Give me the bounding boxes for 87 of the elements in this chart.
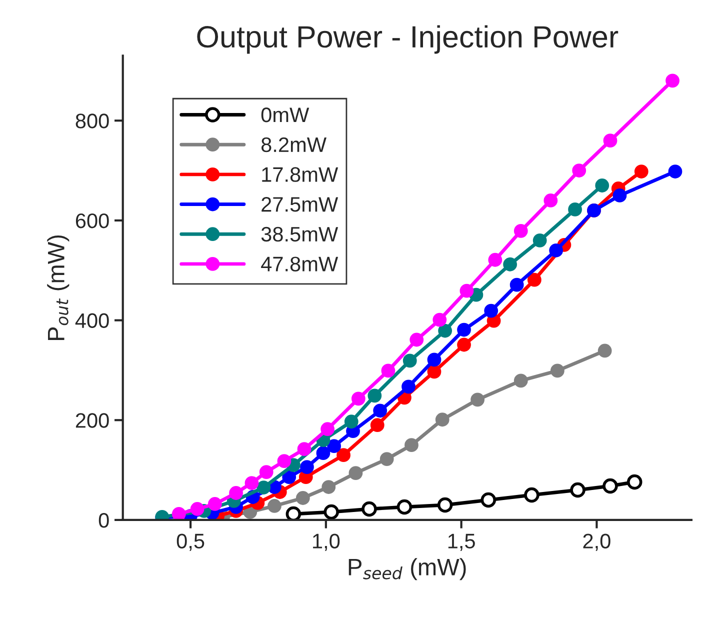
chart-title: Output Power - Injection Power: [197, 25, 618, 54]
legend-label: 17.8mW: [262, 167, 338, 182]
point: [268, 499, 282, 513]
point: [532, 233, 547, 248]
point: [190, 502, 204, 516]
point: [612, 188, 627, 202]
point: [208, 497, 222, 511]
point: [460, 284, 474, 298]
point: [488, 252, 502, 267]
y-tick-label: 0: [98, 512, 109, 528]
point: [380, 452, 394, 466]
point: [544, 194, 558, 208]
point: [527, 272, 542, 287]
point: [598, 344, 612, 358]
point: [626, 474, 642, 490]
point: [172, 507, 186, 520]
point: [402, 354, 417, 368]
point: [634, 164, 648, 178]
point: [572, 164, 586, 178]
point: [404, 438, 418, 452]
point: [300, 460, 314, 474]
point: [244, 476, 259, 490]
point: [484, 304, 498, 318]
point: [427, 364, 442, 379]
point: [297, 442, 312, 456]
point: [438, 324, 452, 338]
y-axis-title: P$_{out}$ (mW): [47, 235, 70, 340]
y-tick-label: 400: [75, 313, 109, 328]
point: [437, 497, 453, 513]
point: [316, 446, 330, 460]
x-tick-label: 1,5: [448, 534, 475, 551]
point: [435, 412, 450, 427]
point: [524, 487, 540, 503]
point: [550, 364, 564, 378]
point: [470, 392, 485, 407]
point: [348, 466, 363, 480]
point: [568, 202, 582, 216]
legend-label: 0mW: [261, 108, 310, 122]
point: [381, 364, 396, 378]
point: [595, 178, 610, 192]
point: [457, 322, 471, 337]
point: [396, 499, 412, 515]
point: [286, 506, 302, 520]
point: [666, 74, 680, 88]
point: [351, 392, 366, 406]
point: [320, 422, 334, 436]
point: [427, 352, 442, 367]
point: [570, 482, 586, 498]
x-axis-title: P$_{seed}$ (mW): [348, 558, 466, 580]
y-tick-label: 800: [76, 114, 109, 128]
x-tick-label: 2,0: [583, 534, 610, 551]
legend-label: 27.5mW: [262, 197, 338, 212]
point: [370, 418, 384, 432]
point: [514, 224, 528, 238]
point: [336, 448, 350, 462]
point: [373, 404, 388, 418]
legend-label: 38.5mW: [261, 226, 338, 242]
point: [277, 454, 292, 468]
legend-label: 47.8mW: [261, 256, 338, 272]
point: [503, 257, 517, 272]
point: [432, 312, 447, 327]
point: [362, 501, 377, 517]
point: [256, 480, 271, 494]
y-tick-label: 200: [76, 413, 109, 428]
point: [344, 414, 358, 429]
point: [603, 134, 618, 148]
legend-label: 8.2mW: [261, 137, 326, 152]
point: [457, 338, 471, 352]
point: [259, 465, 274, 479]
point: [327, 439, 341, 454]
y-tick-label: 600: [76, 213, 109, 228]
x-tick-label: 0,5: [176, 534, 204, 551]
point: [510, 278, 524, 292]
point: [668, 164, 682, 178]
point: [296, 491, 310, 505]
point: [229, 486, 243, 500]
point: [514, 374, 528, 388]
point: [480, 492, 496, 508]
point: [410, 332, 424, 347]
point: [282, 470, 296, 484]
point: [324, 504, 339, 520]
point: [402, 380, 416, 394]
x-tick-label: 1,0: [313, 534, 340, 551]
point: [322, 480, 336, 494]
point: [602, 478, 618, 494]
point: [368, 388, 382, 403]
point: [549, 243, 564, 258]
